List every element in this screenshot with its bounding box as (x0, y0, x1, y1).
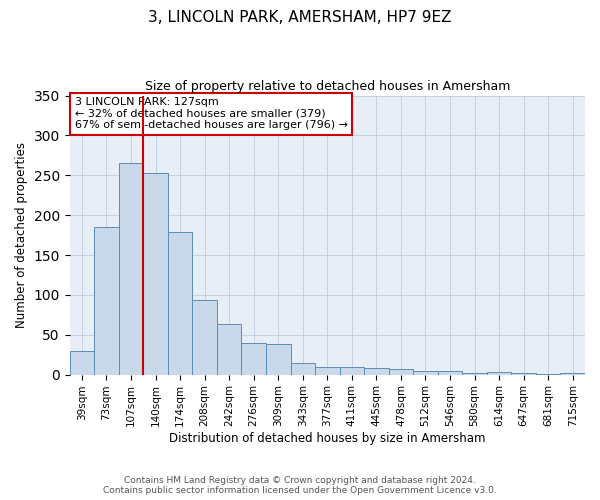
Bar (70, 350, 94, 374)
Bar (94, 227, 119, 374)
Bar (340, 366, 364, 374)
X-axis label: Distribution of detached houses by size in Amersham: Distribution of detached houses by size … (169, 432, 485, 445)
Bar (119, 164, 143, 374)
Bar (413, 370, 438, 374)
Bar (241, 342, 266, 374)
Bar (487, 372, 511, 374)
Text: Contains HM Land Registry data © Crown copyright and database right 2024.
Contai: Contains HM Land Registry data © Crown c… (103, 476, 497, 495)
Bar (364, 368, 389, 374)
Bar (438, 372, 462, 374)
Text: 3, LINCOLN PARK, AMERSHAM, HP7 9EZ: 3, LINCOLN PARK, AMERSHAM, HP7 9EZ (148, 10, 452, 25)
Bar (266, 344, 290, 374)
Bar (560, 373, 585, 374)
Title: Size of property relative to detached houses in Amersham: Size of property relative to detached ho… (145, 80, 510, 93)
Bar (168, 232, 193, 374)
Bar (315, 366, 340, 374)
Bar (462, 373, 487, 374)
Bar (511, 373, 536, 374)
Bar (193, 300, 217, 374)
Bar (389, 369, 413, 374)
Text: 3 LINCOLN PARK: 127sqm
← 32% of detached houses are smaller (379)
67% of semi-de: 3 LINCOLN PARK: 127sqm ← 32% of detached… (75, 97, 348, 130)
Bar (290, 364, 315, 374)
Bar (143, 173, 168, 374)
Bar (217, 324, 241, 374)
Y-axis label: Number of detached properties: Number of detached properties (15, 142, 28, 328)
